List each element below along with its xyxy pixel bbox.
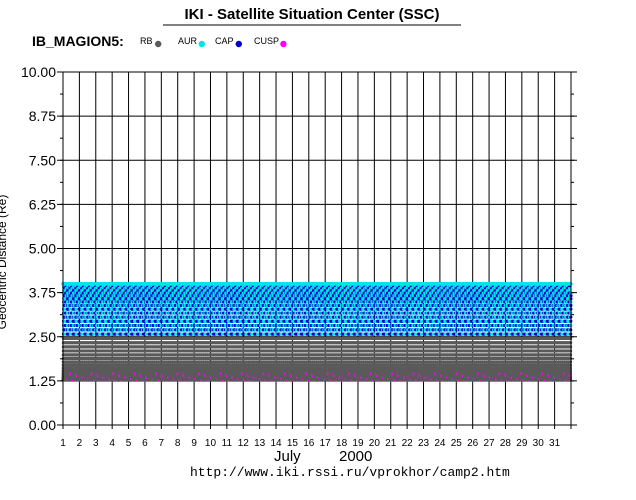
legend-marker-cusp <box>280 41 286 47</box>
legend-marker-rb <box>155 41 161 47</box>
legend: RB AUR CAP CUSP <box>140 36 287 47</box>
legend-label-cusp: CUSP <box>254 36 279 46</box>
satellite-label: IB_MAGION5: <box>32 33 124 49</box>
legend-label-cap: CAP <box>215 36 234 46</box>
legend-marker-cap <box>236 41 242 47</box>
chart-title: IKI - Satellite Situation Center (SSC) <box>184 6 439 23</box>
y-axis-label: Geocentric Distance (Re) <box>0 195 9 330</box>
legend-marker-aur <box>199 41 205 47</box>
legend-label-rb: RB <box>140 36 153 46</box>
data-points <box>61 282 572 382</box>
legend-label-aur: AUR <box>178 36 198 46</box>
